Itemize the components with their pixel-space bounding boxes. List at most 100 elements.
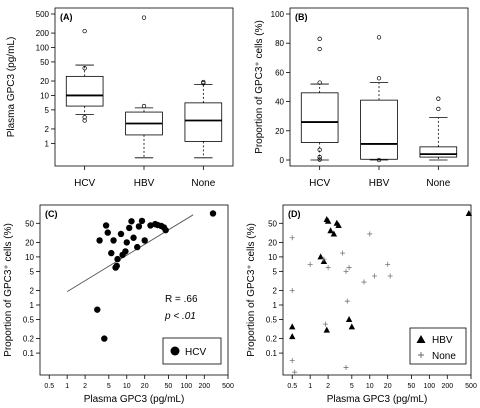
y-tick-label: 2 bbox=[273, 287, 278, 296]
panel-label: (B) bbox=[295, 12, 308, 22]
data-point-none bbox=[289, 235, 295, 241]
outlier-point bbox=[82, 66, 87, 71]
y-tick-label: 20 bbox=[25, 238, 34, 247]
y-tick-label: 200 bbox=[36, 29, 50, 38]
data-point-hbv bbox=[323, 326, 330, 333]
legend-box bbox=[409, 327, 467, 365]
outlier-point bbox=[141, 15, 147, 20]
x-tick-label: 5 bbox=[350, 383, 354, 390]
data-point-hcv bbox=[135, 223, 143, 230]
data-point-none bbox=[321, 256, 327, 262]
y-tick-label: 10 bbox=[40, 91, 49, 100]
outlier-point bbox=[376, 35, 382, 40]
box bbox=[300, 92, 339, 143]
legend-label-hbv: HBV bbox=[432, 335, 453, 346]
box bbox=[184, 102, 223, 142]
y-axis-label: Plasma GPC3 (pg/mL) bbox=[6, 37, 17, 138]
outlier-point bbox=[436, 106, 441, 112]
data-point-hcv bbox=[130, 234, 137, 241]
y-tick-label: 20 bbox=[275, 127, 284, 136]
data-point-hbv bbox=[289, 333, 296, 340]
y-tick-label: 0.5 bbox=[23, 315, 35, 324]
y-tick-label: 1 bbox=[45, 139, 50, 148]
x-tick-label: 100 bbox=[181, 383, 193, 390]
y-tick-label: 10 bbox=[268, 253, 277, 262]
x-tick-label: HCV bbox=[309, 178, 330, 189]
data-point-none bbox=[325, 265, 331, 271]
data-point-hcv bbox=[126, 224, 133, 232]
x-tick-label: 500 bbox=[465, 383, 477, 390]
data-point-none bbox=[371, 273, 377, 279]
data-point-none bbox=[292, 369, 298, 375]
x-tick-label: 2 bbox=[83, 383, 87, 390]
y-tick-label: 1 bbox=[273, 301, 278, 310]
data-point-hcv bbox=[94, 306, 101, 313]
x-tick-label: 0.5 bbox=[287, 383, 297, 390]
x-tick-label: None bbox=[191, 178, 215, 189]
x-axis-label: Plasma GPC3 (pg/mL) bbox=[327, 394, 428, 405]
x-tick-label: 0.5 bbox=[44, 383, 54, 390]
box bbox=[65, 75, 104, 107]
data-point-hcv bbox=[209, 210, 217, 217]
y-tick-label: 5 bbox=[45, 106, 50, 115]
legend-marker-hcv bbox=[170, 346, 180, 356]
x-tick-label: None bbox=[426, 178, 450, 189]
outlier-point bbox=[141, 103, 147, 109]
y-tick-label: 10 bbox=[25, 253, 34, 262]
data-point-none bbox=[385, 261, 391, 267]
outlier-point bbox=[317, 46, 322, 52]
data-point-hcv bbox=[101, 335, 108, 342]
y-tick-label: 0.1 bbox=[23, 349, 35, 358]
outlier-point bbox=[436, 96, 441, 101]
x-tick-label: 100 bbox=[424, 383, 436, 390]
data-point-none bbox=[361, 279, 367, 285]
x-tick-label: 20 bbox=[141, 383, 149, 390]
y-tick-label: 20 bbox=[268, 238, 277, 247]
data-point-hcv bbox=[141, 237, 148, 244]
outlier-point bbox=[317, 147, 322, 152]
panel-a: (A) Plasma GPC3 (pg/mL) 1 2 5 10 20 50 100 200 5… bbox=[6, 7, 234, 189]
y-tick-label: 2 bbox=[30, 287, 35, 296]
data-point-none bbox=[344, 298, 350, 304]
x-tick-label: 10 bbox=[123, 383, 131, 390]
x-tick-label: 20 bbox=[384, 383, 392, 390]
plot-frame bbox=[39, 204, 229, 376]
data-point-hcv bbox=[96, 237, 103, 244]
box bbox=[419, 146, 458, 158]
data-point-none bbox=[387, 273, 393, 279]
y-tick-label: 100 bbox=[36, 44, 50, 53]
data-point-hcv bbox=[138, 217, 146, 225]
y-tick-label: 500 bbox=[36, 10, 50, 19]
data-point-none bbox=[289, 288, 295, 294]
y-axis-label: Proportion of GPC3⁺ cells (%) bbox=[3, 223, 14, 357]
data-point-none bbox=[322, 321, 328, 327]
outlier-point bbox=[376, 157, 382, 163]
legend-label-none: None bbox=[432, 351, 456, 362]
y-tick-label: 50 bbox=[268, 219, 277, 228]
y-tick-label: 0 bbox=[280, 156, 285, 165]
x-tick-label: 200 bbox=[441, 383, 453, 390]
data-point-hcv bbox=[117, 230, 125, 238]
data-point-hbv bbox=[335, 221, 342, 228]
y-tick-label: 60 bbox=[275, 68, 284, 77]
data-point-hcv bbox=[123, 239, 130, 246]
y-tick-label: 20 bbox=[40, 77, 49, 86]
data-point-none bbox=[367, 231, 373, 237]
data-point-hcv bbox=[108, 249, 115, 257]
data-point-hcv bbox=[128, 218, 135, 225]
correlation-r: R = .66 bbox=[165, 294, 198, 305]
data-point-hbv bbox=[465, 209, 473, 216]
x-tick-label: 10 bbox=[366, 383, 374, 390]
data-point-hbv bbox=[330, 230, 338, 237]
data-point-none bbox=[307, 261, 313, 267]
data-point-hcv bbox=[122, 248, 129, 255]
y-tick-label: 0.5 bbox=[266, 315, 278, 324]
data-point-hcv bbox=[113, 262, 120, 270]
outlier-point bbox=[82, 118, 87, 123]
data-point-hcv bbox=[102, 222, 110, 229]
data-point-hcv bbox=[114, 255, 121, 263]
regression-line bbox=[66, 214, 194, 292]
plot-frame bbox=[282, 204, 472, 376]
y-tick-label: 100 bbox=[271, 10, 285, 19]
